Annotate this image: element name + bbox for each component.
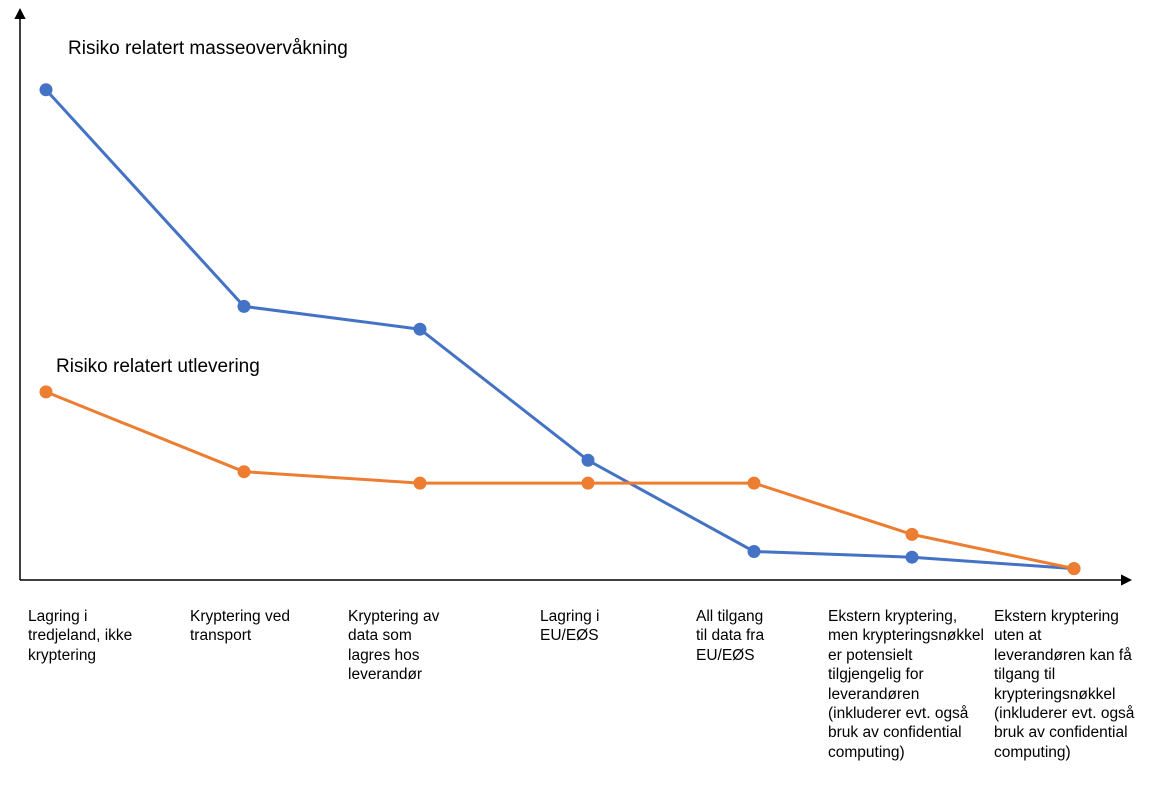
series-marker-utlevering <box>414 477 427 490</box>
series-label-utlevering: Risiko relatert utlevering <box>56 356 260 378</box>
x-axis-label: Ekstern kryptering,men krypteringsnøkkel… <box>828 607 998 762</box>
series-line-utlevering <box>46 392 1074 569</box>
series-marker-utlevering <box>906 528 919 541</box>
x-axis-label: Ekstern krypteringuten atleverandøren ka… <box>994 607 1150 762</box>
series-marker-utlevering <box>582 477 595 490</box>
series-marker-masseovervakning <box>414 323 427 336</box>
series-marker-masseovervakning <box>582 454 595 467</box>
x-axis-label: Kryptering avdata somlagres hosleverandø… <box>348 607 498 685</box>
x-axis-label: All tilgangtil data fraEU/EØS <box>696 607 826 665</box>
x-axis-label: Lagring iEU/EØS <box>540 607 660 646</box>
x-axis-label: Kryptering vedtransport <box>190 607 340 646</box>
series-marker-utlevering <box>748 477 761 490</box>
series-marker-masseovervakning <box>748 545 761 558</box>
series-marker-utlevering <box>40 385 53 398</box>
series-marker-masseovervakning <box>906 551 919 564</box>
x-axis-label: Lagring itredjeland, ikkekryptering <box>28 607 188 665</box>
series-label-masseovervakning: Risiko relatert masseovervåkning <box>68 38 348 60</box>
risk-line-chart: Risiko relatert masseovervåkning Risiko r… <box>0 0 1150 791</box>
series-marker-masseovervakning <box>238 300 251 313</box>
series-marker-masseovervakning <box>40 83 53 96</box>
series-marker-utlevering <box>1068 562 1081 575</box>
series-line-masseovervakning <box>46 90 1074 569</box>
series-marker-utlevering <box>238 465 251 478</box>
